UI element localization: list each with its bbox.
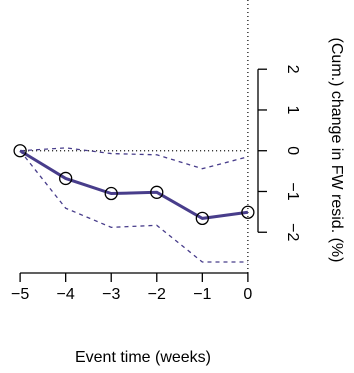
x-tick-label: −3: [102, 286, 120, 303]
point: [104, 186, 118, 201]
ci-line: [20, 147, 249, 170]
point: [195, 211, 209, 226]
x-tick-label: −4: [57, 286, 75, 303]
ci-line: [19, 150, 248, 263]
point: [59, 171, 73, 186]
point: [13, 144, 27, 158]
y-tick-label: 1: [284, 106, 301, 115]
x-tick-label: −1: [193, 286, 211, 303]
x-tick-label: −2: [148, 286, 166, 303]
x-axis-label: Event time (weeks): [75, 349, 211, 366]
x-tick-label: −5: [11, 286, 29, 303]
y-axis-label: (Cum.) change in FW resid. (%): [328, 38, 345, 263]
y-tick-label: −2: [284, 223, 301, 241]
point: [150, 185, 164, 199]
y-tick-label: 2: [284, 65, 301, 74]
y-tick-label: −1: [284, 182, 301, 200]
estimate-line: [19, 149, 249, 220]
y-tick-label: 0: [284, 146, 301, 155]
x-tick-label: 0: [243, 286, 252, 303]
point: [241, 205, 255, 219]
